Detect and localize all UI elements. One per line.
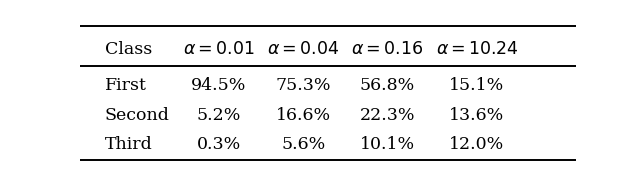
Text: Third: Third [105, 136, 152, 153]
Text: First: First [105, 77, 147, 94]
Text: 15.1%: 15.1% [449, 77, 504, 94]
Text: 10.1%: 10.1% [360, 136, 415, 153]
Text: 12.0%: 12.0% [449, 136, 504, 153]
Text: Class: Class [105, 41, 152, 58]
Text: $\alpha = 10.24$: $\alpha = 10.24$ [436, 41, 518, 58]
Text: 16.6%: 16.6% [276, 107, 331, 124]
Text: 94.5%: 94.5% [191, 77, 246, 94]
Text: 56.8%: 56.8% [360, 77, 415, 94]
Text: 5.2%: 5.2% [196, 107, 241, 124]
Text: $\alpha = 0.04$: $\alpha = 0.04$ [267, 41, 339, 58]
Text: $\alpha = 0.16$: $\alpha = 0.16$ [351, 41, 424, 58]
Text: $\alpha = 0.01$: $\alpha = 0.01$ [183, 41, 255, 58]
Text: 5.6%: 5.6% [281, 136, 325, 153]
Text: 13.6%: 13.6% [449, 107, 504, 124]
Text: 75.3%: 75.3% [275, 77, 331, 94]
Text: Second: Second [105, 107, 170, 124]
Text: 0.3%: 0.3% [196, 136, 241, 153]
Text: 22.3%: 22.3% [360, 107, 415, 124]
